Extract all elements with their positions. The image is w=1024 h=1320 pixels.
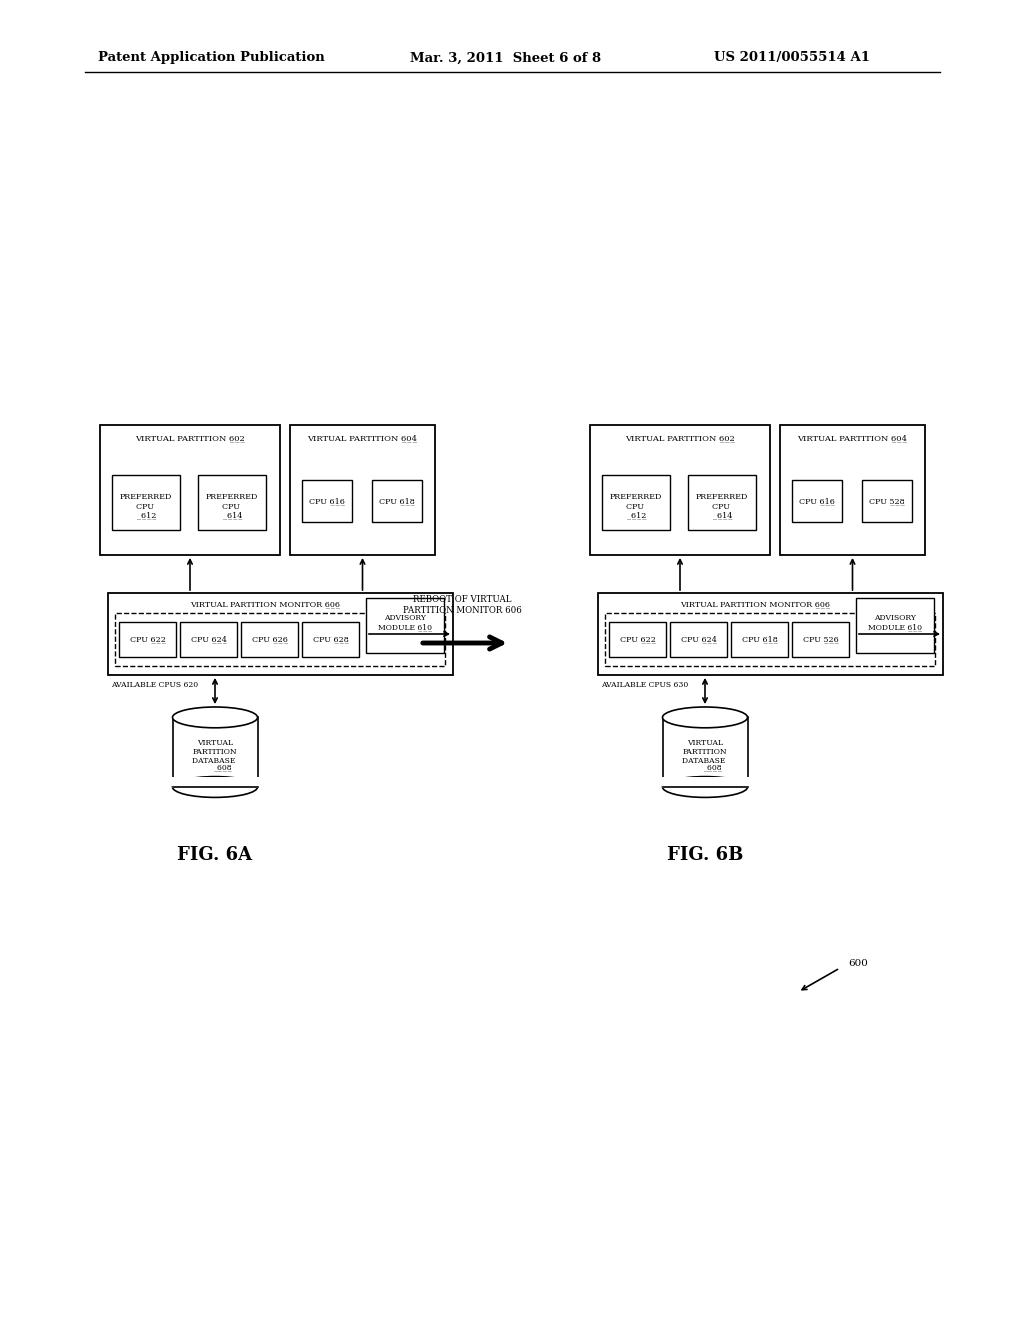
Text: CPU 6̲2̲6̲: CPU 6̲2̲6̲	[252, 635, 288, 644]
Text: CPU 6̲1̲8̲: CPU 6̲1̲8̲	[379, 498, 415, 506]
Text: CPU 6̲2̲4̲: CPU 6̲2̲4̲	[681, 635, 717, 644]
Bar	[302, 622, 359, 657]
Text: CPU 5̲2̲6̲: CPU 5̲2̲6̲	[803, 635, 839, 644]
Text: VIRTUAL PARTITION MONITOR 6̲0̲6̲: VIRTUAL PARTITION MONITOR 6̲0̲6̲	[190, 601, 341, 609]
Bar	[119, 622, 176, 657]
Text: CPU 6̲1̲6̲: CPU 6̲1̲6̲	[799, 498, 835, 506]
Ellipse shape	[172, 776, 257, 797]
Bar	[198, 475, 266, 531]
Text: VIRTUAL PARTITION 6̲0̲2̲: VIRTUAL PARTITION 6̲0̲2̲	[625, 434, 735, 442]
Bar	[780, 425, 925, 554]
Bar	[662, 776, 749, 788]
Text: ̲6̲1̲2̲: ̲6̲1̲2̲	[632, 511, 647, 519]
Text: ̲6̲1̲2̲: ̲6̲1̲2̲	[141, 511, 157, 519]
Text: CPU 6̲1̲8̲: CPU 6̲1̲8̲	[741, 635, 777, 644]
Bar	[856, 598, 934, 653]
Bar	[598, 593, 943, 675]
Bar	[731, 622, 788, 657]
Text: VIRTUAL
PARTITION
DATABASE: VIRTUAL PARTITION DATABASE	[682, 739, 728, 766]
Bar	[372, 480, 422, 521]
Bar	[792, 480, 842, 521]
Bar	[862, 480, 912, 521]
Bar	[100, 425, 280, 554]
Text: PREFERRED
CPU: PREFERRED CPU	[206, 494, 258, 511]
Text: FIG. 6A: FIG. 6A	[177, 846, 253, 865]
Bar	[366, 598, 444, 653]
Text: ADVISORY
MODULE 6̲1̲0̲: ADVISORY MODULE 6̲1̲0̲	[378, 614, 432, 631]
Text: VIRTUAL PARTITION 6̲0̲4̲: VIRTUAL PARTITION 6̲0̲4̲	[307, 434, 418, 442]
Text: ̲6̲0̲8̲: ̲6̲0̲8̲	[218, 763, 232, 771]
Text: VIRTUAL PARTITION MONITOR 6̲0̲6̲: VIRTUAL PARTITION MONITOR 6̲0̲6̲	[681, 601, 830, 609]
Bar	[605, 612, 935, 667]
Text: FIG. 6B: FIG. 6B	[667, 846, 743, 865]
Text: AVAILABLE CPUS 620: AVAILABLE CPUS 620	[111, 681, 198, 689]
Bar	[602, 475, 670, 531]
Text: ̲6̲0̲8̲: ̲6̲0̲8̲	[708, 763, 722, 771]
Text: 600: 600	[848, 958, 868, 968]
Bar	[115, 612, 445, 667]
Text: VIRTUAL
PARTITION
DATABASE: VIRTUAL PARTITION DATABASE	[193, 739, 238, 766]
Text: PREFERRED
CPU: PREFERRED CPU	[610, 494, 663, 511]
Text: CPU 5̲2̲8̲: CPU 5̲2̲8̲	[869, 498, 905, 506]
Text: REBOOT OF VIRTUAL
PARTITION MONITOR 606: REBOOT OF VIRTUAL PARTITION MONITOR 606	[402, 595, 521, 615]
Text: PREFERRED
CPU: PREFERRED CPU	[696, 494, 749, 511]
Text: ̲6̲1̲4̲: ̲6̲1̲4̲	[227, 511, 243, 519]
Text: US 2011/0055514 A1: US 2011/0055514 A1	[714, 51, 870, 65]
Text: Mar. 3, 2011  Sheet 6 of 8: Mar. 3, 2011 Sheet 6 of 8	[410, 51, 601, 65]
Bar	[302, 480, 352, 521]
Text: ̲6̲1̲4̲: ̲6̲1̲4̲	[718, 511, 733, 519]
Text: VIRTUAL PARTITION 6̲0̲4̲: VIRTUAL PARTITION 6̲0̲4̲	[798, 434, 907, 442]
Bar	[688, 475, 756, 531]
Text: CPU 6̲1̲6̲: CPU 6̲1̲6̲	[309, 498, 345, 506]
Bar	[180, 622, 237, 657]
Bar	[241, 622, 298, 657]
Text: PREFERRED
CPU: PREFERRED CPU	[120, 494, 172, 511]
Bar	[792, 622, 849, 657]
Bar	[112, 475, 180, 531]
Text: CPU 6̲2̲4̲: CPU 6̲2̲4̲	[190, 635, 226, 644]
Bar	[108, 593, 453, 675]
Text: AVAILABLE CPUS 630: AVAILABLE CPUS 630	[601, 681, 688, 689]
Text: CPU 6̲2̲2̲: CPU 6̲2̲2̲	[620, 635, 655, 644]
Text: CPU 6̲2̲8̲: CPU 6̲2̲8̲	[312, 635, 348, 644]
Ellipse shape	[172, 708, 257, 727]
Bar	[609, 622, 666, 657]
Text: Patent Application Publication: Patent Application Publication	[98, 51, 325, 65]
Text: VIRTUAL PARTITION 6̲0̲2̲: VIRTUAL PARTITION 6̲0̲2̲	[135, 434, 245, 442]
Ellipse shape	[663, 708, 748, 727]
Bar	[590, 425, 770, 554]
Text: CPU 6̲2̲2̲: CPU 6̲2̲2̲	[130, 635, 166, 644]
Text: ADVISORY
MODULE 6̲1̲0̲: ADVISORY MODULE 6̲1̲0̲	[868, 614, 922, 631]
Ellipse shape	[663, 776, 748, 797]
Bar	[290, 425, 435, 554]
Bar	[171, 776, 258, 788]
Bar	[670, 622, 727, 657]
